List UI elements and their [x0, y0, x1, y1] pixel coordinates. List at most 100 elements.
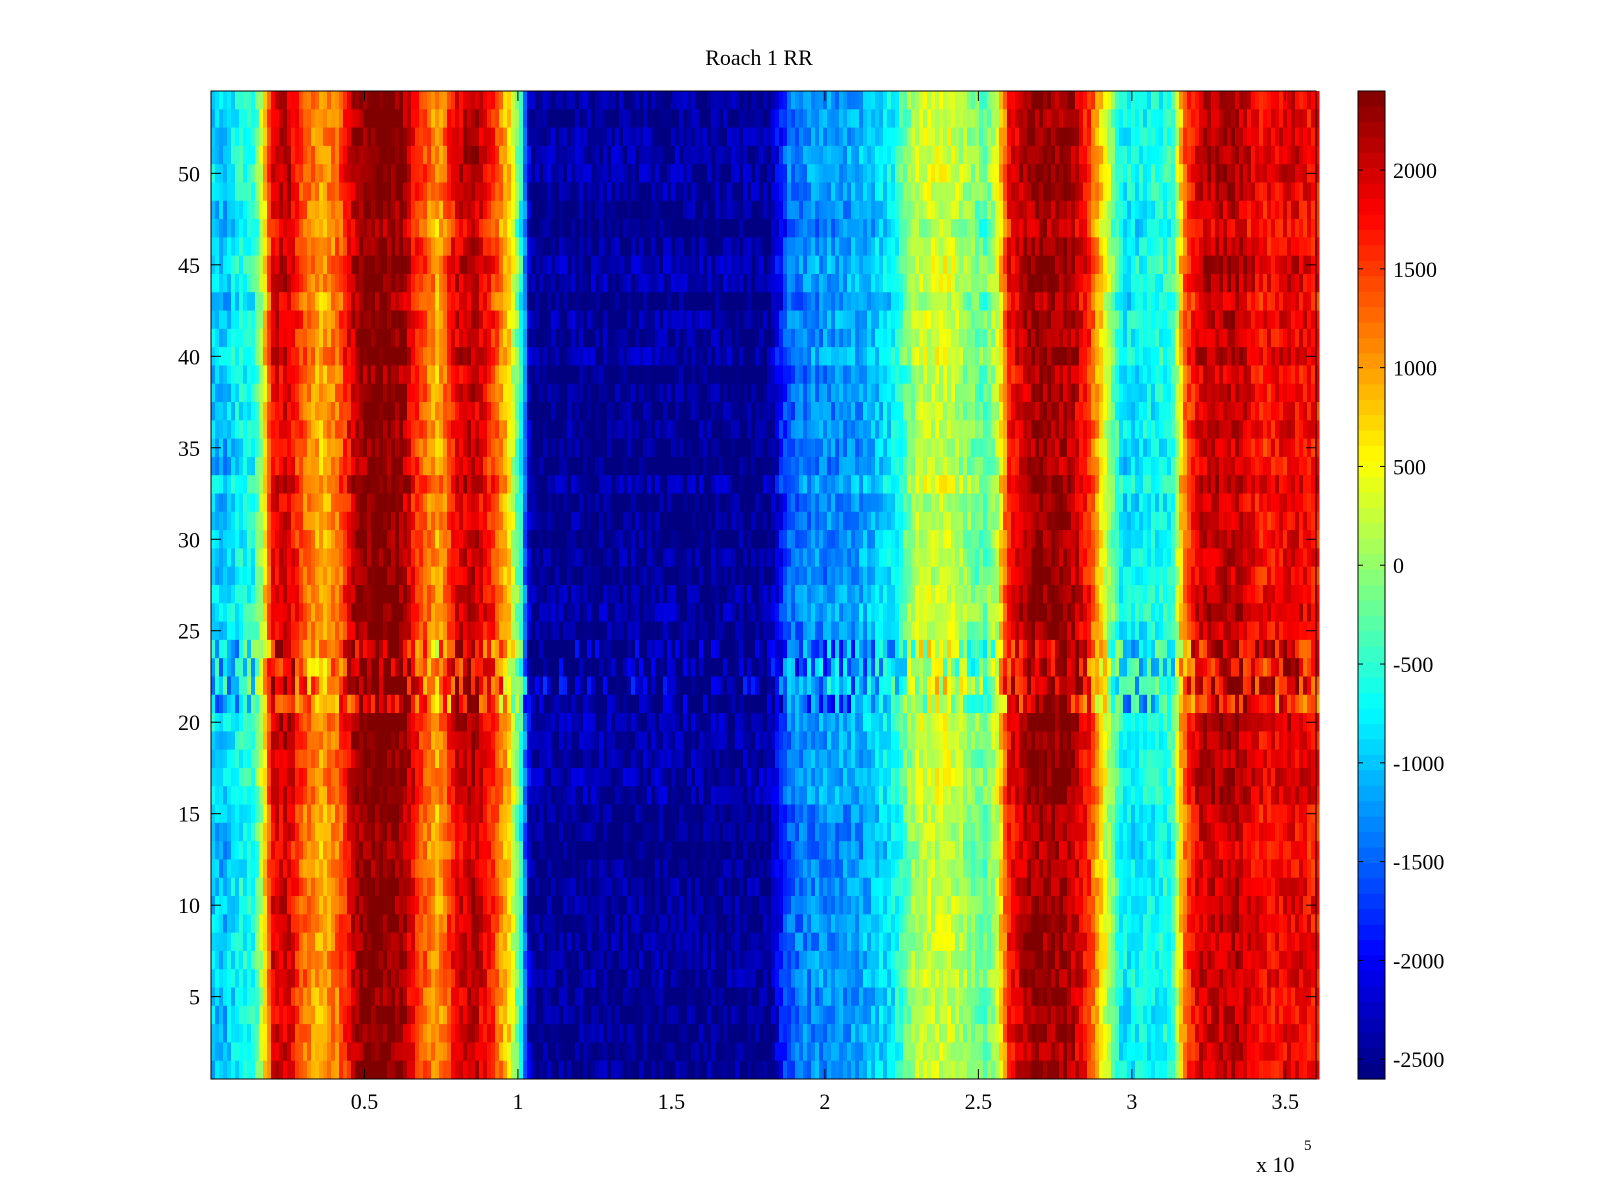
heatmap-cell — [1067, 91, 1072, 110]
heatmap-cell — [951, 127, 956, 147]
heatmap-cell — [591, 310, 596, 330]
heatmap-cell — [911, 383, 916, 403]
heatmap-cell — [575, 182, 580, 202]
heatmap-cell — [1291, 273, 1296, 293]
heatmap-cell — [883, 91, 888, 110]
heatmap-cell — [879, 273, 884, 293]
heatmap-cell — [1215, 237, 1220, 257]
heatmap-cell — [555, 347, 560, 366]
heatmap-cell — [963, 365, 968, 385]
heatmap-cell — [615, 402, 620, 421]
heatmap-cell — [731, 182, 736, 202]
heatmap-cell — [331, 273, 336, 293]
heatmap-cell — [551, 145, 556, 165]
heatmap-cell — [275, 365, 280, 385]
heatmap-cell — [403, 402, 408, 421]
heatmap-cell — [875, 292, 880, 312]
heatmap-cell — [531, 255, 536, 275]
heatmap-cell — [927, 347, 932, 366]
heatmap-cell — [843, 200, 848, 220]
heatmap-cell — [647, 255, 652, 275]
heatmap-cell — [447, 310, 452, 330]
heatmap-cell — [387, 145, 392, 165]
heatmap-cell — [695, 200, 700, 220]
heatmap-cell — [1187, 365, 1192, 385]
heatmap-cell — [591, 200, 596, 220]
heatmap-cell — [539, 273, 544, 293]
heatmap-cell — [231, 91, 236, 110]
heatmap-cell — [1171, 292, 1176, 312]
heatmap-cell — [319, 310, 324, 330]
heatmap-cell — [871, 347, 876, 366]
heatmap-cell — [879, 109, 884, 129]
heatmap-cell — [1063, 145, 1068, 165]
heatmap-cell — [855, 255, 860, 275]
heatmap-cell — [1055, 109, 1060, 129]
heatmap-cell — [271, 127, 276, 147]
heatmap-cell — [707, 273, 712, 293]
heatmap-cell — [795, 383, 800, 403]
heatmap-cell — [587, 219, 592, 238]
heatmap-cell — [1187, 182, 1192, 202]
heatmap-cell — [287, 182, 292, 202]
heatmap-cell — [847, 164, 852, 183]
heatmap-cell — [903, 273, 908, 293]
heatmap-cell — [1111, 182, 1116, 202]
heatmap-cell — [639, 273, 644, 293]
heatmap-cell — [563, 145, 568, 165]
heatmap-cell — [471, 127, 476, 147]
heatmap-cell — [923, 365, 928, 385]
heatmap-cell — [935, 310, 940, 330]
heatmap-cell — [247, 273, 252, 293]
heatmap-cell — [1043, 383, 1048, 403]
heatmap-cell — [231, 237, 236, 257]
heatmap-cell — [1071, 182, 1076, 202]
heatmap-cell — [775, 365, 780, 385]
heatmap-cell — [907, 109, 912, 129]
heatmap-cell — [503, 91, 508, 110]
heatmap-cell — [655, 347, 660, 366]
heatmap-cell — [315, 383, 320, 403]
heatmap-cell — [707, 219, 712, 238]
chart-title: Roach 1 RR — [705, 45, 813, 70]
heatmap-cell — [987, 127, 992, 147]
heatmap-cell — [255, 365, 260, 385]
heatmap-cell — [651, 328, 656, 348]
heatmap-cell — [247, 127, 252, 147]
heatmap-cell — [467, 310, 472, 330]
heatmap-cell — [1295, 255, 1300, 275]
heatmap-cell — [1223, 164, 1228, 183]
heatmap-cell — [939, 145, 944, 165]
heatmap-cell — [1023, 383, 1028, 403]
heatmap-cell — [411, 200, 416, 220]
heatmap-cell — [819, 255, 824, 275]
heatmap-cell — [931, 109, 936, 129]
heatmap-cell — [343, 273, 348, 293]
heatmap-cell — [839, 182, 844, 202]
heatmap-cell — [823, 328, 828, 348]
heatmap-cell — [735, 273, 740, 293]
heatmap-cell — [335, 365, 340, 385]
heatmap-cell — [1007, 383, 1012, 403]
heatmap-cell — [1287, 91, 1292, 110]
heatmap-cell — [703, 127, 708, 147]
heatmap-cell — [707, 182, 712, 202]
heatmap-cell — [1043, 292, 1048, 312]
heatmap-cell — [311, 219, 316, 238]
heatmap-cell — [275, 200, 280, 220]
heatmap-cell — [1107, 127, 1112, 147]
heatmap-cell — [739, 365, 744, 385]
heatmap-cell — [611, 328, 616, 348]
heatmap-cell — [915, 219, 920, 238]
heatmap-cell — [335, 347, 340, 366]
heatmap-cell — [551, 310, 556, 330]
heatmap-cell — [975, 200, 980, 220]
heatmap-cell — [1311, 328, 1316, 348]
heatmap-cell — [987, 145, 992, 165]
heatmap-cell — [515, 182, 520, 202]
heatmap-cell — [1051, 91, 1056, 110]
heatmap-cell — [303, 127, 308, 147]
heatmap-cell — [971, 145, 976, 165]
heatmap-cell — [375, 219, 380, 238]
heatmap-cell — [1127, 145, 1132, 165]
